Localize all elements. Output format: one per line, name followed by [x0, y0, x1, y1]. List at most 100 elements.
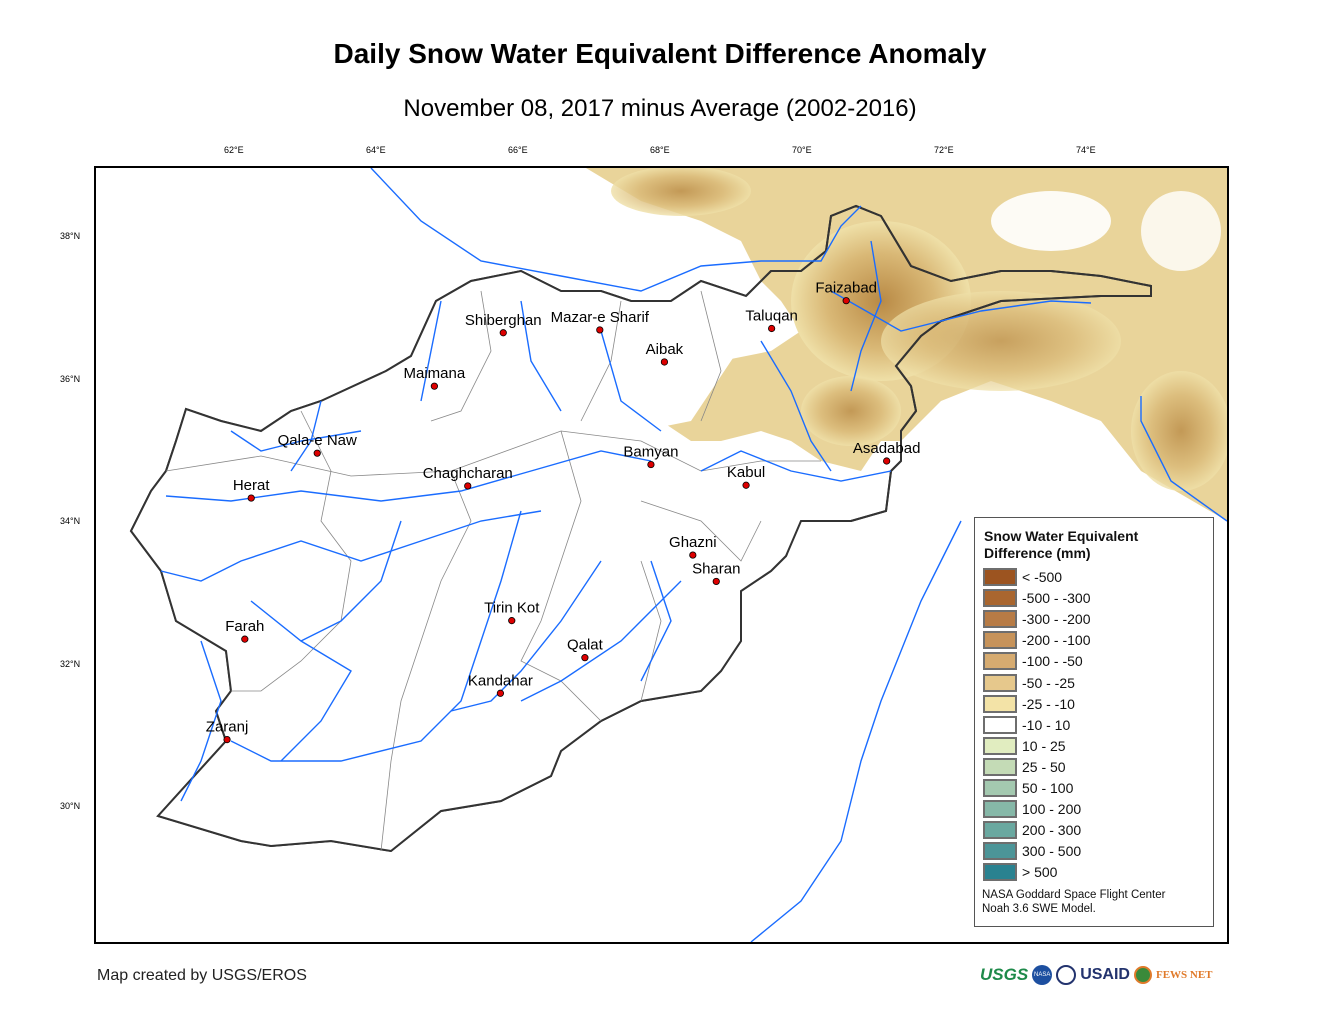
- lat-tick-label: 30°N: [60, 801, 81, 811]
- city-label: Sharan: [692, 560, 740, 577]
- legend-item: -200 - -100: [983, 631, 1091, 650]
- city: Bamyan: [623, 444, 678, 469]
- legend-label: 200 - 300: [1022, 822, 1082, 839]
- legend-label: -100 - -50: [1022, 653, 1083, 670]
- city-marker: [430, 382, 438, 390]
- terrain-mountains: [611, 168, 751, 216]
- legend-label: -200 - -100: [1022, 632, 1091, 649]
- lon-tick-label: 62°E: [224, 145, 244, 155]
- legend-item: 25 - 50: [983, 757, 1066, 776]
- city: Herat: [233, 477, 270, 502]
- lon-tick-label: 74°E: [1076, 145, 1096, 155]
- legend-label: < -500: [1022, 569, 1063, 585]
- legend-swatch: [983, 652, 1017, 671]
- credit-line2: Noah 3.6 SWE Model.: [982, 903, 1096, 915]
- legend-label: -300 - -200: [1022, 611, 1091, 628]
- legend-swatch: [983, 821, 1017, 840]
- snow-area: [1141, 191, 1221, 271]
- legend-label: > 500: [1022, 864, 1058, 881]
- city: Faizabad: [815, 280, 877, 305]
- city-marker: [647, 460, 655, 469]
- legend-swatch: [983, 694, 1017, 713]
- city: Tirin Kot: [484, 600, 540, 625]
- legend-swatch: [983, 736, 1017, 755]
- lat-tick-label: 38°N: [60, 231, 81, 241]
- city-label: Mazar-e Sharif: [551, 309, 650, 326]
- rivers: [160, 168, 1227, 942]
- legend-label: 50 - 100: [1022, 780, 1074, 796]
- lon-tick-label: 64°E: [366, 145, 386, 155]
- city-label: Maimana: [404, 365, 466, 382]
- legend-label: -10 - 10: [1022, 716, 1071, 733]
- afghanistan-border: [129, 204, 1152, 853]
- legend-title: Snow Water Equivalent Difference (mm): [984, 528, 1138, 562]
- legend-swatch: [983, 842, 1017, 861]
- snow-area: [991, 191, 1111, 251]
- legend-item: -500 - -300: [983, 589, 1090, 608]
- legend-label: 100 - 200: [1022, 801, 1082, 818]
- city-label: Shiberghan: [465, 312, 542, 329]
- legend-item: 100 - 200: [983, 800, 1082, 819]
- lat-tick-label: 36°N: [60, 373, 81, 384]
- city-marker: [842, 297, 850, 305]
- fewsnet-logo: FEWS NET: [1155, 969, 1213, 981]
- fewsnet-globe-icon: [1133, 966, 1152, 984]
- map-title: Daily Snow Water Equivalent Difference A…: [333, 38, 987, 69]
- legend: Snow Water Equivalent Difference (mm) < …: [974, 517, 1214, 927]
- legend-swatch: [983, 631, 1017, 650]
- lon-tick-label: 72°E: [934, 145, 954, 155]
- lon-tick-label: 66°E: [508, 145, 528, 155]
- city-marker: [689, 551, 697, 559]
- lat-tick-label: 32°N: [60, 658, 81, 669]
- legend-item: 300 - 500: [983, 842, 1082, 861]
- legend-swatch: [983, 779, 1017, 797]
- legend-label: 300 - 500: [1022, 843, 1082, 860]
- city-label: Chaghcharan: [423, 465, 513, 482]
- legend-label: 10 - 25: [1022, 737, 1066, 754]
- terrain-mountains: [801, 376, 901, 446]
- legend-label: -25 - -10: [1022, 695, 1075, 712]
- city-marker: [660, 358, 669, 366]
- terrain-mountains: [1131, 371, 1227, 491]
- legend-item: -10 - 10: [983, 715, 1071, 734]
- legend-item: 50 - 100: [983, 779, 1073, 797]
- city: Mazar-e Sharif: [551, 309, 650, 334]
- city-label: Kandahar: [468, 672, 533, 689]
- city-marker: [496, 689, 505, 697]
- legend-item: -25 - -10: [983, 694, 1075, 713]
- city-label: Taluqan: [745, 307, 798, 324]
- usgs-logo: USGS: [980, 965, 1029, 984]
- legend-label: 25 - 50: [1022, 758, 1066, 775]
- city-label: Farah: [225, 618, 264, 635]
- legend-item: 10 - 25: [983, 736, 1066, 755]
- city-label: Qala-e Naw: [278, 432, 357, 449]
- city-label: Asadabad: [853, 440, 921, 457]
- map-subtitle: November 08, 2017 minus Average (2002-20…: [403, 95, 917, 122]
- legend-credit: NASA Goddard Space Flight Center Noah 3.…: [982, 888, 1165, 916]
- city-marker: [223, 735, 231, 744]
- city: Qala-e Naw: [278, 432, 357, 457]
- legend-item: > 500: [983, 863, 1058, 882]
- partner-logos: USGS NASA USAID FEWS NET: [980, 965, 1213, 985]
- legend-item: -50 - -25: [983, 673, 1075, 692]
- city-label: Qalat: [567, 637, 604, 654]
- city: Farah: [225, 618, 264, 643]
- city-marker: [742, 481, 750, 489]
- city: Taluqan: [745, 307, 798, 333]
- legend-swatch: [983, 568, 1017, 586]
- afghanistan-map: Faizabad Taluqan Mazar-e Sharif Shiberghan A…: [129, 168, 1227, 942]
- city-label: Zaranj: [206, 719, 249, 736]
- city: Kabul: [727, 464, 765, 489]
- nasa-logo: NASA: [1032, 965, 1053, 985]
- legend-swatch: [983, 757, 1017, 776]
- terrain-mountains: [881, 291, 1121, 391]
- city-marker: [581, 654, 589, 662]
- cities-layer: Faizabad Taluqan Mazar-e Sharif Shiberghan A…: [206, 280, 921, 744]
- legend-swatch: [983, 715, 1017, 734]
- usaid-logo: USAID: [1080, 966, 1130, 983]
- map-frame: Faizabad Taluqan Mazar-e Sharif Shiberghan A…: [94, 166, 1229, 944]
- city-marker: [883, 457, 891, 465]
- city: Chaghcharan: [423, 465, 513, 490]
- city-label: Aibak: [646, 341, 684, 358]
